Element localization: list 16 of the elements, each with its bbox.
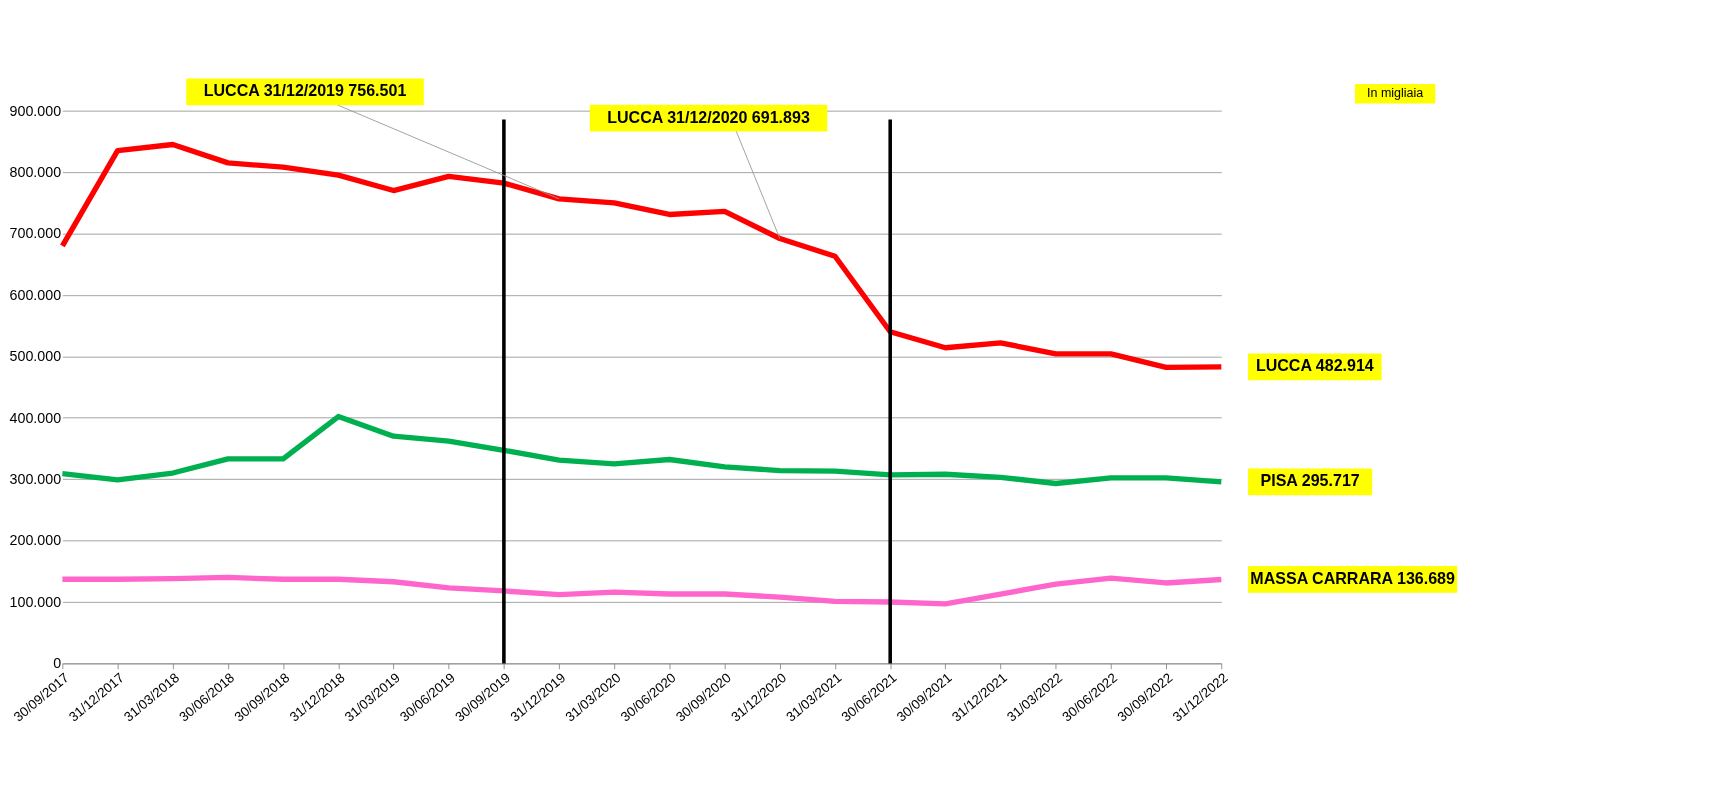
annotation: LUCCA 482.914 — [1255, 356, 1374, 375]
y-tick-label: 600.000 — [9, 286, 62, 303]
y-tick-label: 0 — [53, 655, 62, 672]
y-tick-label: 500.000 — [9, 348, 62, 365]
y-tick-label: 300.000 — [9, 471, 62, 488]
annotation: LUCCA 31/12/2019 756.501 — [203, 81, 407, 100]
y-tick-label: 200.000 — [9, 532, 62, 549]
text: In migliaia — [1367, 86, 1424, 101]
y-tick-label: 800.000 — [9, 164, 62, 181]
annotation: PISA 295.717 — [1260, 471, 1360, 490]
annotation: LUCCA 31/12/2020 691.893 — [607, 107, 810, 126]
y-tick-label: 700.000 — [9, 225, 62, 242]
y-tick-label: 400.000 — [9, 409, 62, 426]
y-tick-label: 100.000 — [9, 593, 62, 610]
annotation: MASSA CARRARA 136.689 — [1250, 568, 1456, 587]
y-tick-label: 900.000 — [9, 102, 62, 119]
